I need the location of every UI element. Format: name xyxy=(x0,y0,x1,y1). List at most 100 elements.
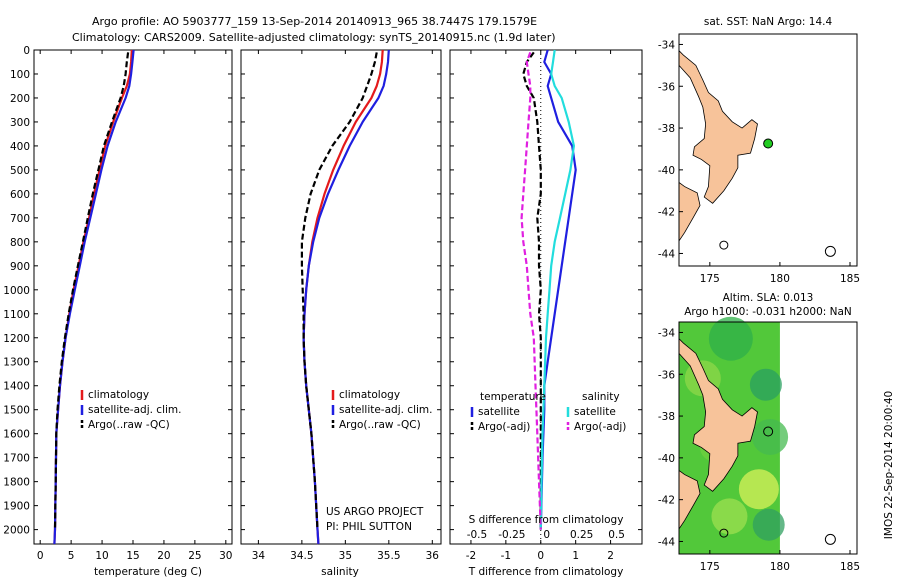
x-tick-label: -1 xyxy=(501,550,511,562)
x-tick-label: 185 xyxy=(840,561,860,573)
x-tick-label: 20 xyxy=(157,550,170,562)
south-island xyxy=(678,181,701,243)
y-tick-label: 1300 xyxy=(3,357,30,369)
sla-map-title-1: Altim. SLA: 0.013 xyxy=(723,292,814,304)
north-island xyxy=(678,337,758,492)
header-line-2: Climatology: CARS2009. Satellite-adjuste… xyxy=(72,31,556,44)
sla-map: 175 180 185 -34 -36 -38 -40 -42 -44 xyxy=(658,316,860,573)
series-line xyxy=(302,49,384,545)
map-frame xyxy=(678,321,858,555)
sla-blob xyxy=(711,498,748,535)
x-tick-label: 25 xyxy=(188,550,201,562)
y-tick-label: 500 xyxy=(10,165,30,177)
legend-label: Argo(..raw -QC) xyxy=(88,419,170,431)
y-tick-label: 1000 xyxy=(3,285,30,297)
sla-blob xyxy=(708,316,753,361)
t-difference-x-label: T difference from climatology xyxy=(468,566,624,578)
x-tick-label: 2 xyxy=(607,550,614,562)
y-tick-label: -40 xyxy=(658,165,675,177)
sst-map: 175 180 185 -34 -36 -38 -40 -42 -44 xyxy=(658,33,860,285)
series-line xyxy=(53,52,130,530)
legend-title: salinity xyxy=(582,391,620,403)
salinity-panel: 34 34.5 35 35.5 36 climatology satellite-adj. … xyxy=(240,49,442,562)
series-line xyxy=(522,51,542,530)
legend-label: climatology xyxy=(339,389,400,401)
x-tick-label: -2 xyxy=(466,550,476,562)
y-tick-label: 1900 xyxy=(3,501,30,513)
x-tick-label: 5 xyxy=(68,550,75,562)
y-tick-label: -44 xyxy=(658,536,675,548)
top-tick-label: -0.25 xyxy=(498,529,525,541)
x-tick-label: 30 xyxy=(219,550,232,562)
legend-label: Argo(-adj) xyxy=(574,421,626,433)
chatham-islands xyxy=(824,533,836,545)
x-tick-label: 34 xyxy=(252,550,266,562)
south-island xyxy=(678,469,701,531)
chatham-islands xyxy=(824,245,836,257)
islet xyxy=(719,528,729,538)
sst-map-title: sat. SST: NaN Argo: 14.4 xyxy=(704,16,833,28)
sla-blob xyxy=(752,508,785,541)
sla-blob xyxy=(749,368,782,401)
y-tick-label: 900 xyxy=(10,261,30,273)
y-tick-label: 2000 xyxy=(3,525,30,537)
project-credit: US ARGO PROJECT xyxy=(326,506,424,518)
x-tick-label: 185 xyxy=(840,273,860,285)
y-tick-label: 1100 xyxy=(3,309,30,321)
header-line-1: Argo profile: AO 5903777_159 13-Sep-2014… xyxy=(92,15,537,28)
y-tick-label: -34 xyxy=(658,327,675,339)
y-tick-label: 1600 xyxy=(3,429,30,441)
legend-label: satellite-adj. clim. xyxy=(88,404,181,416)
legend-label: satellite xyxy=(478,406,520,418)
temperature-panel: 0100200300400500600700800900100011001200… xyxy=(3,45,233,562)
legend-label: Argo(..raw -QC) xyxy=(339,419,421,431)
sla-map-title-2: Argo h1000: -0.031 h2000: NaN xyxy=(684,306,852,318)
s-difference-x-label: S difference from climatology xyxy=(469,514,624,526)
sla-blob xyxy=(738,469,779,510)
series-line xyxy=(300,52,378,530)
x-tick-label: 1 xyxy=(572,550,579,562)
y-tick-label: -38 xyxy=(658,123,675,135)
pi-credit: PI: PHIL SUTTON xyxy=(326,521,412,533)
series-line xyxy=(539,49,576,530)
legend-title: temperature xyxy=(480,391,546,403)
y-tick-label: -34 xyxy=(658,39,675,51)
top-tick-label: 0 xyxy=(543,529,550,541)
y-tick-label: 1400 xyxy=(3,381,30,393)
y-tick-label: -44 xyxy=(658,248,675,260)
salinity-x-label: salinity xyxy=(321,566,359,578)
y-tick-label: 100 xyxy=(10,69,30,81)
x-tick-label: 15 xyxy=(126,550,139,562)
difference-panel: -2 -1 0 1 2 -0.5 -0.25 0 0.25 0.5 temperature salin… xyxy=(449,49,643,562)
legend-label: Argo(-adj) xyxy=(478,421,530,433)
top-tick-label: 0.25 xyxy=(570,529,593,541)
islet xyxy=(719,240,729,250)
x-tick-label: 175 xyxy=(700,273,720,285)
x-tick-label: 180 xyxy=(770,561,790,573)
x-tick-label: 175 xyxy=(700,561,720,573)
x-tick-label: 35 xyxy=(339,550,352,562)
x-tick-label: 35.5 xyxy=(377,550,400,562)
legend-label: satellite xyxy=(574,406,616,418)
y-tick-label: 300 xyxy=(10,117,30,129)
y-tick-label: 200 xyxy=(10,93,30,105)
y-tick-label: 0 xyxy=(23,45,30,57)
y-tick-label: 400 xyxy=(10,141,30,153)
legend-label: climatology xyxy=(88,389,149,401)
x-tick-label: 0 xyxy=(37,550,44,562)
y-tick-label: 1800 xyxy=(3,477,30,489)
plot-frame xyxy=(240,49,442,545)
series-line xyxy=(53,49,135,545)
x-tick-label: 180 xyxy=(770,273,790,285)
sla-blob xyxy=(752,418,789,455)
north-island xyxy=(678,49,758,204)
y-tick-label: -40 xyxy=(658,453,675,465)
series-line xyxy=(520,52,542,530)
y-tick-label: -38 xyxy=(658,411,675,423)
y-tick-label: -42 xyxy=(658,495,675,507)
y-tick-label: 1700 xyxy=(3,453,30,465)
y-tick-label: 600 xyxy=(10,189,30,201)
y-tick-label: 1200 xyxy=(3,333,30,345)
series-line xyxy=(302,49,390,545)
